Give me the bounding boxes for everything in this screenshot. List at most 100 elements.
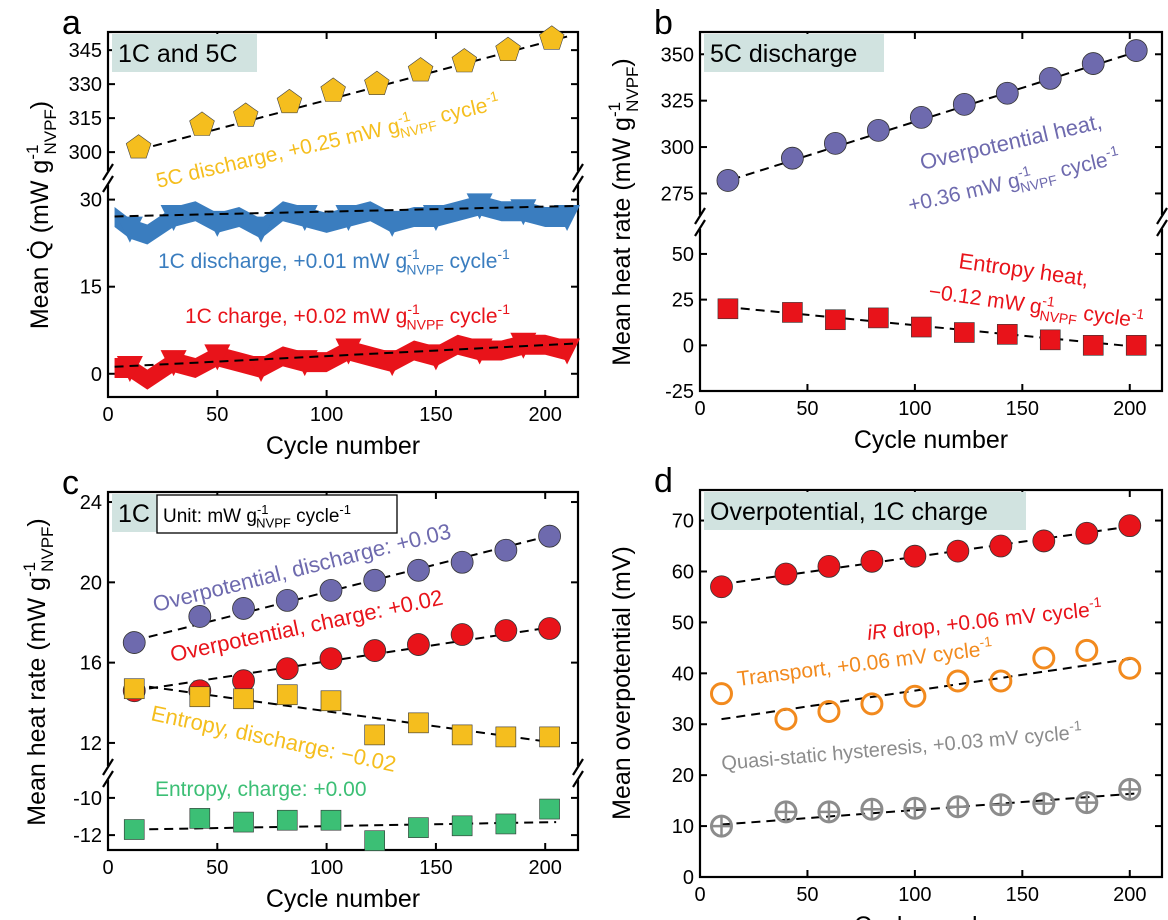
y-tick-label: 345 [69,40,102,62]
data-point-5c-discharge [276,88,303,114]
y-tick-label: 20 [672,765,694,787]
data-point-overpotential-charge [275,657,299,681]
triangle-mark [379,210,406,237]
data-point-overpotential-charge [319,647,343,671]
triangle-mark [422,205,449,232]
y-axis-label: Mean Q̇ (mW g-1NVPF) [23,101,60,329]
annotation-quasi-static-hysteresis: Quasi-static hysteresis, +0.03 mV cycle-… [720,717,1083,775]
y-tick-label: 60 [672,561,694,583]
fit-line [721,524,1137,586]
triangle-mark [160,350,187,377]
fit-line [725,305,1141,349]
data-point-quasi-static-hysteresis [903,796,927,820]
data-point-5c-discharge [451,48,478,73]
annotation-transport: Transport, +0.06 mV cycle-1 [735,633,994,691]
annotation-1c-discharge: 1C discharge, +0.01 mW g-1 NVPF cycle-1 [158,246,510,277]
data-point-overpotential-discharge [407,558,430,582]
data-point-overpotential-charge [494,619,518,642]
data-point-overpotential-discharge [122,631,146,654]
fit-line [134,625,557,692]
y-tick-label: 0 [683,335,694,357]
y-tick-label: 325 [661,91,694,113]
data-point-ir-drop [774,562,798,586]
series-1c-discharge [114,193,581,245]
data-point-overpotential-charge [538,617,561,640]
panel-title: 1C [118,500,150,528]
data-point-transport [1075,638,1099,662]
data-point-entropy-discharge [495,726,517,748]
plot-frame [106,490,580,852]
y-axis-label: Mean heat rate (mW g-1NVPF) [605,58,642,366]
plot-frame [698,30,1164,393]
data-point-ir-drop [860,549,884,573]
data-point-transport [946,669,970,693]
data-point-quasi-static-hysteresis [817,800,841,824]
data-point-overpotential-charge [450,623,474,646]
triangle-mark [248,216,275,243]
data-point-entropy-heat [1039,329,1061,351]
data-point-entropy-discharge [123,678,145,700]
unit-box-text: Unit: mW g-1 NVPF cycle-1 [163,502,351,531]
axis-break-mark [572,758,584,776]
y-tick-label: 16 [80,653,102,675]
data-point-ir-drop [989,534,1013,558]
triangle-mark [554,338,581,365]
annotation-entropy-discharge: Entropy, discharge: −0.02 [149,700,398,776]
triangle-mark [335,338,362,365]
data-point-overpotential-heat [1038,66,1062,90]
x-axis-label: Cycle number [854,426,1008,454]
panel-title-box [704,492,1026,530]
y-tick-label: 50 [672,612,694,634]
y-tick-label: 275 [661,183,694,205]
panel-title-box [704,34,884,72]
plot-frame [106,30,580,399]
x-tick-label: 200 [529,404,562,426]
axis-break-mark [1156,219,1168,237]
y-tick-label: 315 [69,108,102,130]
y-tick-label: -12 [73,825,102,847]
data-point-transport [989,669,1013,693]
data-point-overpotential-heat [952,92,976,116]
fit-line [721,657,1137,721]
fit-line [134,683,557,744]
data-point-overpotential-discharge [494,538,518,562]
axis-break-mark [102,175,114,193]
y-tick-label: 20 [80,572,102,594]
annotation-1c-charge: 1C charge, +0.02 mW g-1 NVPF cycle-1 [185,301,510,332]
data-point-entropy-charge [451,815,473,837]
panel-title: 5C discharge [710,40,857,68]
data-point-overpotential-heat [823,131,847,155]
data-point-quasi-static-hysteresis [1118,777,1142,801]
triangle-mark [466,193,493,220]
annotation-5c-discharge: 5C discharge, +0.25 mW g-1NVPF cycle-1 [153,88,503,198]
data-point-ir-drop [903,544,927,568]
x-tick-label: 0 [102,404,113,426]
data-point-entropy-discharge [539,726,560,748]
data-point-overpotential-charge [363,639,387,662]
y-tick-label: 50 [672,244,694,266]
annotation-entropy-heat-line1: Entropy heat, [957,248,1090,291]
x-tick-label: 50 [206,404,228,426]
data-point-entropy-charge [320,809,342,831]
data-point-ir-drop [1118,514,1142,538]
data-point-overpotential-heat [781,146,804,170]
fit-line [114,204,574,218]
x-tick-label: 200 [529,857,562,879]
data-point-entropy-charge [233,811,254,833]
y-tick-label: 25 [672,290,694,312]
data-point-overpotential-heat [995,81,1019,105]
data-point-ir-drop [710,575,733,599]
data-point-transport [860,692,884,716]
x-axis-label: Cycle number [854,912,1008,920]
fit-line [133,533,557,642]
data-point-entropy-discharge [276,684,298,706]
triangle-mark [379,350,406,377]
plot-frame [698,488,1164,879]
data-point-overpotential-heat [1124,39,1148,62]
y-axis-label: Mean overpotential (mV) [608,546,636,820]
data-point-5c-discharge [320,77,346,102]
data-point-transport [709,682,733,706]
triangle-mark [510,199,537,226]
data-point-transport [1118,656,1142,680]
